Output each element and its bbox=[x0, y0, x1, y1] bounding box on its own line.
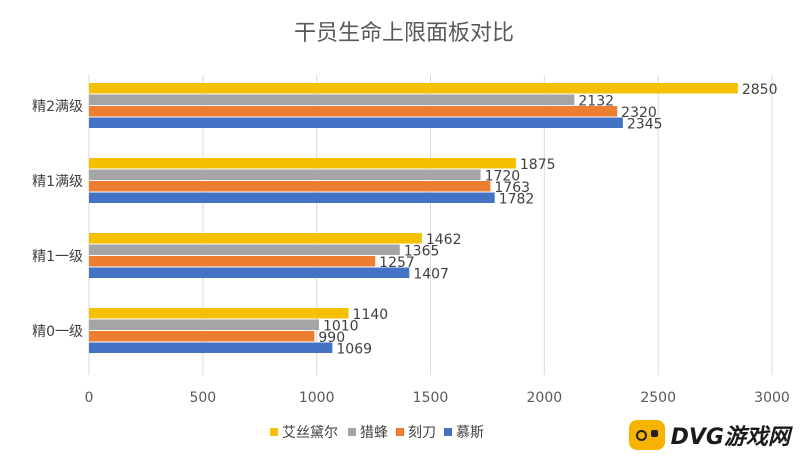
data-label: 990 bbox=[318, 330, 345, 346]
data-label: 2345 bbox=[627, 116, 663, 132]
bar bbox=[89, 244, 400, 255]
data-label: 1763 bbox=[494, 180, 530, 196]
bar bbox=[89, 267, 410, 278]
x-tick-labels: 0 500 1000 1500 2000 2500 3000 bbox=[85, 390, 790, 406]
bar bbox=[89, 83, 738, 94]
x-tick-label: 1000 bbox=[299, 390, 335, 406]
data-label: 1140 bbox=[353, 307, 389, 323]
data-label: 1257 bbox=[379, 255, 415, 271]
legend-swatch bbox=[348, 428, 356, 436]
data-label: 1407 bbox=[413, 266, 449, 282]
bar bbox=[89, 94, 575, 105]
bar bbox=[89, 192, 495, 203]
bar bbox=[89, 169, 481, 180]
x-tick-label: 1500 bbox=[413, 390, 449, 406]
bar bbox=[89, 331, 315, 342]
legend-label: 猎蜂 bbox=[360, 425, 388, 441]
legend-label: 慕斯 bbox=[456, 425, 484, 441]
category-label: 精2满级 bbox=[32, 99, 83, 115]
legend-swatch bbox=[270, 428, 278, 436]
data-label: 1875 bbox=[520, 157, 556, 173]
x-tick-label: 3000 bbox=[754, 390, 790, 406]
data-label: 1365 bbox=[404, 243, 440, 259]
data-label: 1782 bbox=[499, 191, 535, 207]
bar bbox=[89, 117, 623, 128]
bar bbox=[89, 319, 319, 330]
bar bbox=[89, 308, 349, 319]
chart-title: 干员生命上限面板对比 bbox=[294, 21, 514, 46]
watermark: DVG游戏网 bbox=[628, 419, 790, 451]
legend: 艾丝黛尔 猎蜂 刻刀 慕斯 bbox=[270, 425, 484, 441]
data-label: 1010 bbox=[323, 318, 359, 334]
data-label: 2850 bbox=[742, 82, 778, 98]
bars bbox=[89, 83, 738, 353]
bar bbox=[89, 181, 491, 192]
bar bbox=[89, 342, 333, 353]
data-label: 2320 bbox=[621, 105, 657, 121]
bar bbox=[89, 106, 618, 117]
x-tick-label: 2000 bbox=[527, 390, 563, 406]
x-tick-label: 0 bbox=[85, 390, 94, 406]
legend-label: 艾丝黛尔 bbox=[282, 425, 338, 441]
data-label: 1462 bbox=[426, 232, 462, 248]
bar bbox=[89, 158, 516, 169]
data-label: 1720 bbox=[485, 168, 521, 184]
data-label: 2132 bbox=[578, 93, 614, 109]
x-tick-label: 500 bbox=[189, 390, 216, 406]
legend-label: 刻刀 bbox=[408, 425, 436, 441]
watermark-text: DVG游戏网 bbox=[670, 425, 790, 450]
legend-swatch bbox=[396, 428, 404, 436]
bar bbox=[89, 256, 376, 267]
category-label: 精1满级 bbox=[32, 174, 83, 190]
gamepad-icon bbox=[628, 420, 665, 450]
x-tick-label: 2500 bbox=[640, 390, 676, 406]
category-label: 精0一级 bbox=[32, 324, 83, 340]
data-label: 1069 bbox=[336, 341, 372, 357]
category-label: 精1一级 bbox=[32, 249, 83, 265]
bar bbox=[89, 233, 422, 244]
legend-swatch bbox=[444, 428, 452, 436]
